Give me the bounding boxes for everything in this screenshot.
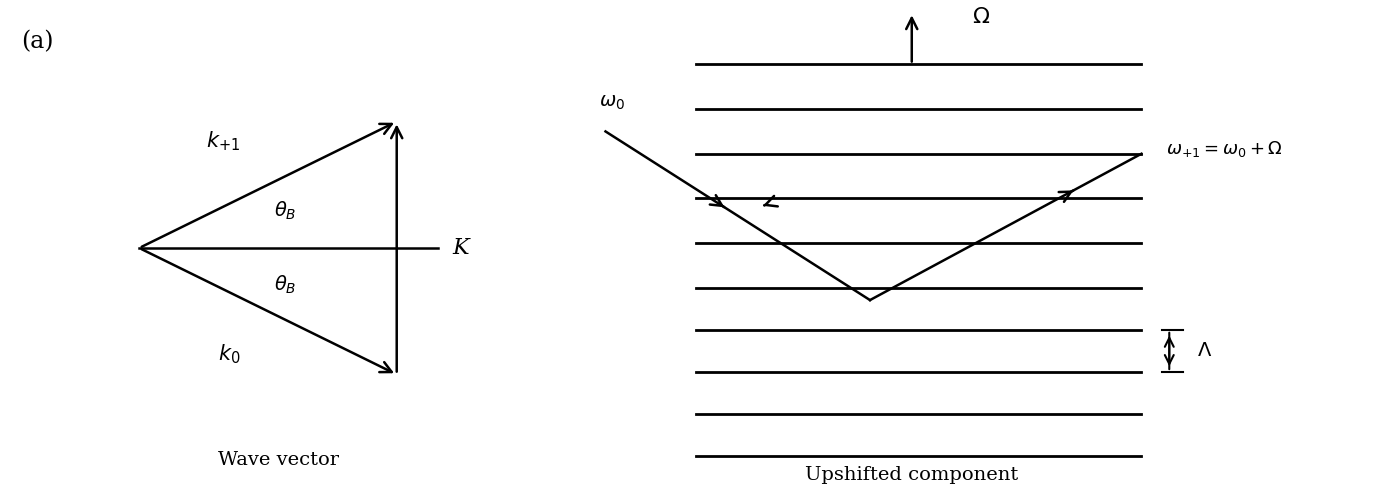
Text: Upshifted component: Upshifted component [805, 466, 1019, 484]
Text: $\mathit{k}_{+1}$: $\mathit{k}_{+1}$ [206, 129, 239, 153]
Text: $\omega_{+1} = \omega_0 + \Omega$: $\omega_{+1} = \omega_0 + \Omega$ [1166, 139, 1283, 159]
Text: $\Lambda$: $\Lambda$ [1197, 342, 1212, 360]
Text: $\omega_0$: $\omega_0$ [599, 93, 625, 112]
Text: (a): (a) [21, 30, 53, 53]
Text: K: K [452, 237, 469, 259]
Text: $\mathit{k}_0$: $\mathit{k}_0$ [219, 343, 241, 367]
Text: $\Omega$: $\Omega$ [972, 6, 990, 28]
Text: $\theta_B$: $\theta_B$ [274, 200, 296, 222]
Text: $\theta_B$: $\theta_B$ [274, 274, 296, 296]
Text: Wave vector: Wave vector [219, 451, 338, 469]
